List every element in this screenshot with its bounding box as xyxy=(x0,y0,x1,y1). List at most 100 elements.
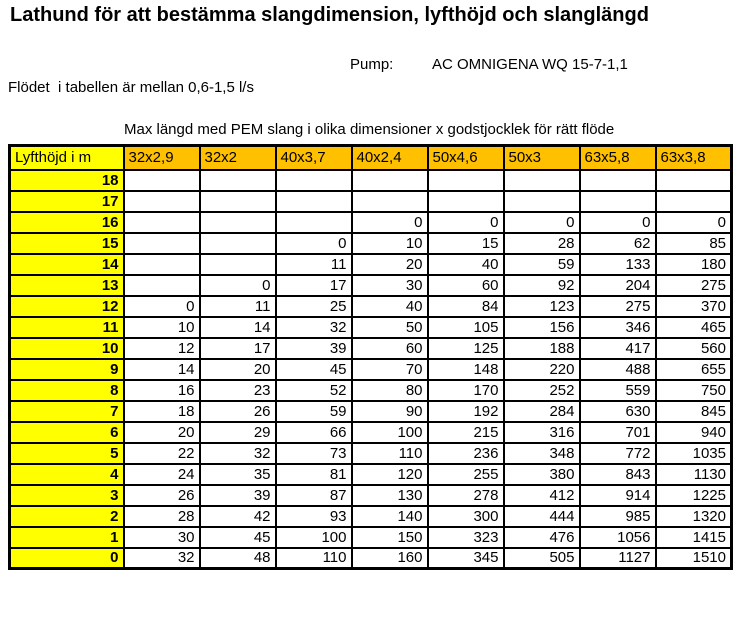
flow-note: Flödet i tabellen är mellan 0,6-1,5 l/s xyxy=(8,79,254,96)
table-row: 11 10 14 32 50 105 156 346 465 xyxy=(8,315,733,339)
table-cell: 505 xyxy=(502,546,581,570)
table-cell: 110 xyxy=(350,441,429,465)
table-cell: 444 xyxy=(502,504,581,528)
table-cell: 940 xyxy=(654,420,733,444)
dimension-column-header: 63x3,8 xyxy=(654,144,733,171)
table-cell: 701 xyxy=(578,420,657,444)
row-label: 18 xyxy=(8,168,125,192)
row-label: 10 xyxy=(8,336,125,360)
table-cell: 30 xyxy=(122,525,201,549)
table-cell: 476 xyxy=(502,525,581,549)
table-cell: 60 xyxy=(350,336,429,360)
table-row: 2 28 42 93 140 300 444 985 1320 xyxy=(8,504,733,528)
table-cell: 11 xyxy=(198,294,277,318)
table-cell: 14 xyxy=(198,315,277,339)
table-row: 4 24 35 81 120 255 380 843 1130 xyxy=(8,462,733,486)
table-cell: 92 xyxy=(502,273,581,297)
table-cell xyxy=(198,168,277,192)
row-label: 11 xyxy=(8,315,125,339)
table-cell: 140 xyxy=(350,504,429,528)
table-cell: 45 xyxy=(198,525,277,549)
table-cell xyxy=(198,210,277,234)
table-cell: 845 xyxy=(654,399,733,423)
table-cell: 110 xyxy=(274,546,353,570)
table-cell xyxy=(198,189,277,213)
table-cell: 316 xyxy=(502,420,581,444)
table-cell: 0 xyxy=(122,294,201,318)
table-cell: 73 xyxy=(274,441,353,465)
table-cell xyxy=(654,168,733,192)
table-cell: 323 xyxy=(426,525,505,549)
table-cell xyxy=(122,210,201,234)
table-cell: 50 xyxy=(350,315,429,339)
table-cell: 560 xyxy=(654,336,733,360)
table-cell: 29 xyxy=(198,420,277,444)
table-cell: 843 xyxy=(578,462,657,486)
table-cell: 84 xyxy=(426,294,505,318)
table-cell: 0 xyxy=(198,273,277,297)
table-cell: 28 xyxy=(122,504,201,528)
pump-label: Pump: xyxy=(350,56,394,73)
table-cell: 750 xyxy=(654,378,733,402)
table-cell: 345 xyxy=(426,546,505,570)
table-cell: 25 xyxy=(274,294,353,318)
table-cell: 0 xyxy=(274,231,353,255)
table-cell: 93 xyxy=(274,504,353,528)
table-cell: 417 xyxy=(578,336,657,360)
table-cell: 655 xyxy=(654,357,733,381)
table-cell: 1510 xyxy=(654,546,733,570)
lift-height-header: Lyfthöjd i m xyxy=(8,144,125,171)
table-cell: 772 xyxy=(578,441,657,465)
table-cell: 1225 xyxy=(654,483,733,507)
table-cell: 70 xyxy=(350,357,429,381)
table-cell xyxy=(578,189,657,213)
table-cell xyxy=(274,189,353,213)
table-cell: 30 xyxy=(350,273,429,297)
dimension-column-header: 63x5,8 xyxy=(578,144,657,171)
table-cell: 62 xyxy=(578,231,657,255)
table-cell: 39 xyxy=(274,336,353,360)
table-cell: 87 xyxy=(274,483,353,507)
row-label: 1 xyxy=(8,525,125,549)
table-cell xyxy=(198,231,277,255)
table-cell: 11 xyxy=(274,252,353,276)
table-cell: 16 xyxy=(122,378,201,402)
table-cell: 1056 xyxy=(578,525,657,549)
table-cell: 130 xyxy=(350,483,429,507)
table-cell: 220 xyxy=(502,357,581,381)
table-cell: 100 xyxy=(350,420,429,444)
table-cell: 252 xyxy=(502,378,581,402)
table-cell: 48 xyxy=(198,546,277,570)
table-cell: 1130 xyxy=(654,462,733,486)
table-cell xyxy=(350,168,429,192)
table-row: 8 16 23 52 80 170 252 559 750 xyxy=(8,378,733,402)
table-cell: 15 xyxy=(426,231,505,255)
row-label: 8 xyxy=(8,378,125,402)
page-title: Lathund för att bestämma slangdimension,… xyxy=(10,4,649,26)
table-cell xyxy=(502,168,581,192)
table-cell: 133 xyxy=(578,252,657,276)
table-cell: 0 xyxy=(426,210,505,234)
table-cell xyxy=(122,231,201,255)
table-cell: 914 xyxy=(578,483,657,507)
table-cell xyxy=(274,210,353,234)
table-cell: 81 xyxy=(274,462,353,486)
table-cell: 39 xyxy=(198,483,277,507)
table-cell: 80 xyxy=(350,378,429,402)
table-cell: 120 xyxy=(350,462,429,486)
table-cell: 630 xyxy=(578,399,657,423)
table-cell: 26 xyxy=(122,483,201,507)
table-cell: 148 xyxy=(426,357,505,381)
table-cell: 275 xyxy=(578,294,657,318)
table-row: 15 0 10 15 28 62 85 xyxy=(8,231,733,255)
table-cell: 1415 xyxy=(654,525,733,549)
table-cell: 17 xyxy=(274,273,353,297)
table-cell: 24 xyxy=(122,462,201,486)
dimension-column-header: 32x2 xyxy=(198,144,277,171)
pump-value: AC OMNIGENA WQ 15-7-1,1 xyxy=(432,56,628,73)
table-row: 17 xyxy=(8,189,733,213)
dimension-column-header: 50x4,6 xyxy=(426,144,505,171)
table-cell: 559 xyxy=(578,378,657,402)
table-cell: 32 xyxy=(198,441,277,465)
table-cell: 275 xyxy=(654,273,733,297)
